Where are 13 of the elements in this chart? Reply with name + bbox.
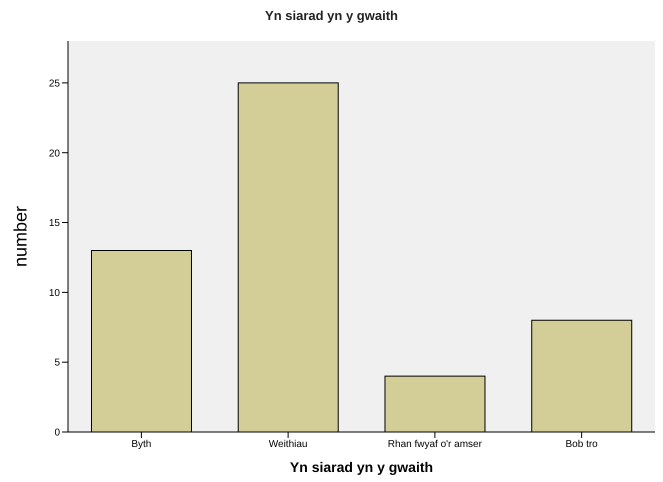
x-tick-label: Byth [131,439,152,450]
x-tick-label: Weithiau [268,439,308,450]
x-axis-title: Yn siarad yn y gwaith [290,459,434,475]
y-axis-title: number [10,206,30,268]
y-tick-label: 10 [48,288,60,299]
y-tick-label: 20 [48,148,60,160]
y-tick-label: 25 [48,78,60,90]
x-tick-label: Bob tro [566,439,598,450]
y-tick-label: 0 [54,428,60,439]
y-tick-label: 5 [54,358,60,369]
y-tick-label: 15 [48,218,60,230]
x-tick-label: Rhan fwyaf o'r amser [388,439,483,450]
chart-title: Yn siarad yn y gwaith [264,8,399,23]
